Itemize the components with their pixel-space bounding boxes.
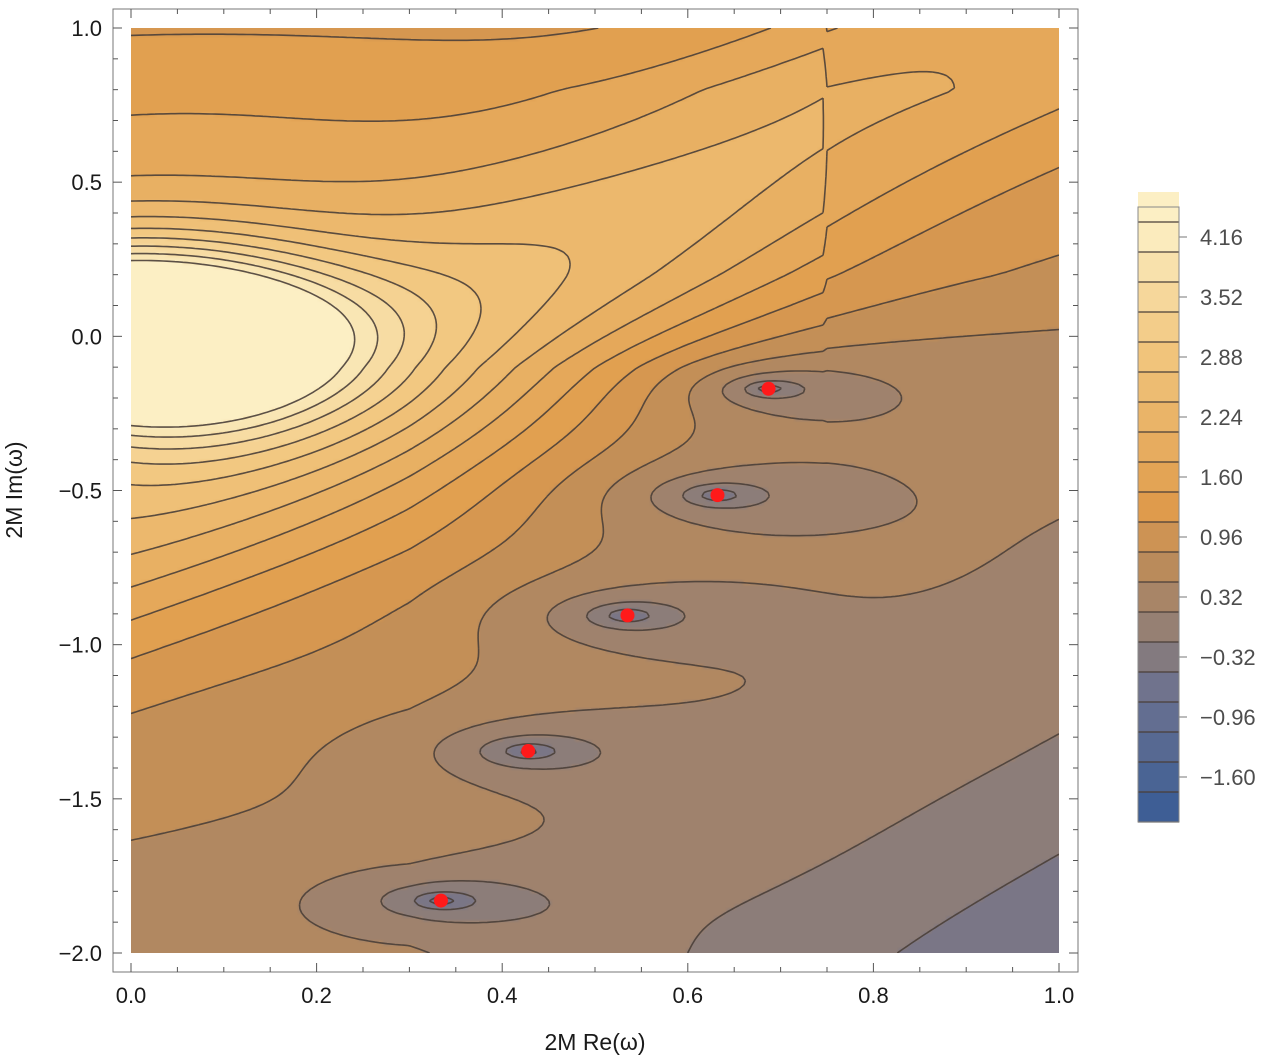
contour-line: [131, 28, 1059, 660]
y-tick-label: −1.5: [59, 787, 102, 812]
contour-line: [131, 252, 379, 438]
zero-marker: [710, 488, 725, 503]
legend-band: [1138, 732, 1179, 763]
legend-band: [1138, 792, 1179, 823]
legend-label: 3.52: [1200, 285, 1243, 310]
y-axis-tick-labels: 1.0 0.5 0.0 −0.5 −1.0 −1.5 −2.0: [59, 16, 102, 966]
y-axis-label: 2M Im(ω): [1, 441, 27, 538]
legend-band: [1138, 252, 1179, 283]
legend-band: [1138, 642, 1179, 673]
x-axis-ticks: [130, 9, 1060, 972]
legend-bands: [1138, 192, 1179, 823]
contour-field: [131, 28, 1059, 953]
contour-line: [131, 328, 1059, 842]
legend-band: [1138, 342, 1179, 373]
legend-band: [1138, 402, 1179, 433]
x-axis-tick-labels: 0.0 0.2 0.4 0.6 0.8 1.0: [116, 983, 1075, 1008]
y-tick-label: 0.5: [71, 170, 102, 195]
zero-markers: [433, 381, 776, 908]
zero-marker: [761, 381, 776, 396]
legend-label: −0.96: [1200, 705, 1256, 730]
legend-band: [1138, 462, 1179, 493]
contour-line: [131, 97, 825, 556]
plot-area: [131, 28, 1059, 953]
contour-line: [131, 47, 956, 588]
color-legend: 4.16 3.52 2.88 2.24 1.60 0.96 0.32 −0.32 −0.96 −1…: [1137, 192, 1256, 823]
zero-marker: [433, 893, 448, 908]
legend-band: [1138, 282, 1179, 313]
legend-band: [1138, 372, 1179, 403]
legend-label: 0.32: [1200, 585, 1243, 610]
contour-line: [131, 254, 1059, 715]
contour-line: [131, 259, 356, 428]
y-tick-label: 1.0: [71, 16, 102, 41]
legend-band: [1138, 702, 1179, 733]
legend-band: [1138, 762, 1179, 793]
y-tick-label: −0.5: [59, 479, 102, 504]
contour-line: [298, 369, 1059, 953]
legend-band: [1138, 522, 1179, 553]
y-tick-label: −2.0: [59, 941, 102, 966]
y-tick-label: −1.0: [59, 633, 102, 658]
zero-marker: [620, 608, 635, 623]
legend-band: [1138, 552, 1179, 583]
legend-labels: 4.16 3.52 2.88 2.24 1.60 0.96 0.32 −0.32 −0.96 −1…: [1179, 225, 1256, 790]
legend-frame: [1137, 206, 1180, 823]
y-tick-label: 0.0: [71, 324, 102, 349]
contour-line: [131, 237, 438, 465]
legend-label: 2.88: [1200, 345, 1243, 370]
contour-line: [131, 227, 482, 487]
legend-band: [1138, 612, 1179, 643]
legend-label: −1.60: [1200, 765, 1256, 790]
x-axis-label: 2M Re(ω): [544, 1029, 645, 1055]
legend-band: [1138, 582, 1179, 613]
legend-band: [1138, 492, 1179, 523]
contour-line: [131, 28, 1059, 621]
x-tick-label: 0.4: [487, 983, 518, 1008]
legend-band: [1138, 222, 1179, 253]
legend-label: −0.32: [1200, 645, 1256, 670]
contour-line: [131, 245, 406, 450]
legend-label: 0.96: [1200, 525, 1243, 550]
contour-line: [380, 380, 1059, 953]
x-tick-label: 0.2: [301, 983, 332, 1008]
legend-label: 4.16: [1200, 225, 1243, 250]
x-tick-label: 0.0: [116, 983, 147, 1008]
legend-label: 2.24: [1200, 405, 1243, 430]
contour-line: [131, 215, 571, 520]
x-tick-label: 0.8: [858, 983, 889, 1008]
x-tick-label: 1.0: [1044, 983, 1075, 1008]
contour-lines: [131, 28, 1059, 953]
zero-marker: [521, 744, 536, 759]
legend-band: [1138, 312, 1179, 343]
x-tick-label: 0.6: [673, 983, 704, 1008]
legend-band: [1138, 432, 1179, 463]
y-axis-ticks: [113, 27, 1078, 954]
legend-label: 1.60: [1200, 465, 1243, 490]
legend-band: [1138, 672, 1179, 703]
contour-line: [413, 384, 1059, 953]
